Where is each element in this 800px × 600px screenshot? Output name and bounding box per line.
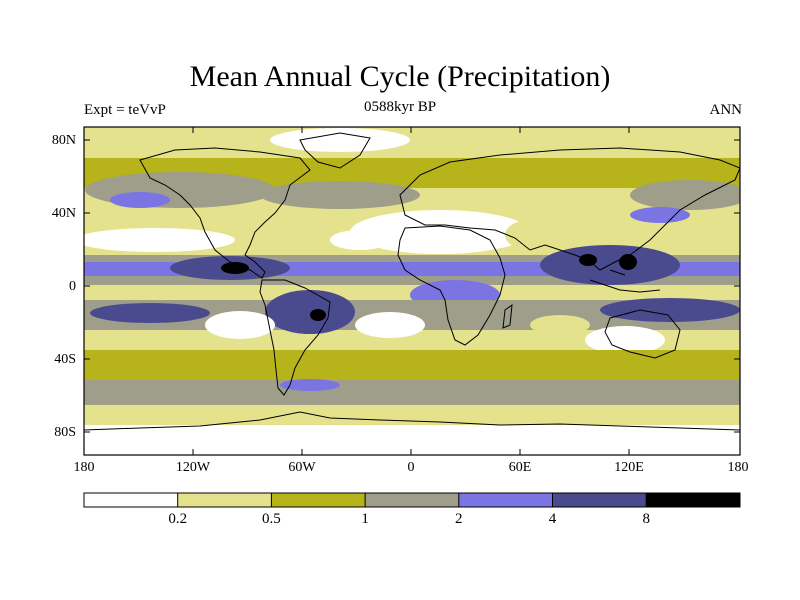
colorbar-label-1: 0.2 — [168, 511, 188, 527]
coast-eurasia — [399, 147, 740, 271]
page-title: Mean Annual Cycle (Precipitation) — [189, 60, 611, 93]
experiment-label: Expt = teVvP — [84, 102, 166, 118]
map-frame — [83, 126, 741, 456]
colorbar-swatch-3 — [271, 493, 366, 507]
field-se-pacific-dry — [205, 311, 275, 339]
field-amazon-wet — [265, 290, 355, 334]
coast-madagascar — [502, 303, 513, 329]
colorbar-swatch-2 — [177, 493, 272, 507]
lon-label-60e: 60E — [508, 460, 532, 475]
field-greenland-dry — [270, 128, 410, 152]
field-amazon-max — [310, 309, 326, 321]
colorbar-swatch-4 — [365, 493, 459, 507]
colorbar-label-3: 1 — [361, 511, 369, 527]
field-southern-ocean — [84, 380, 740, 405]
coast-indonesia — [589, 269, 661, 293]
season-label: ANN — [709, 102, 743, 118]
lat-label-80s: 80S — [54, 425, 76, 440]
lon-label-120e: 120E — [614, 460, 644, 475]
colorbar-swatch-7 — [646, 493, 740, 507]
field-sh-midlat — [84, 350, 740, 380]
lon-label-180e: 180 — [727, 460, 749, 475]
precipitation-field — [84, 127, 740, 455]
field-pacific-wet — [110, 192, 170, 208]
colorbar — [83, 492, 741, 508]
colorbar-label-5: 4 — [548, 511, 557, 527]
colorbar-frame — [83, 492, 741, 508]
field-sahara-dry — [350, 210, 530, 254]
lon-label-60w: 60W — [288, 460, 316, 475]
coast-antarctica — [84, 411, 740, 431]
colorbar-label-6: 8 — [642, 511, 650, 527]
colorbar-swatch-6 — [552, 493, 647, 507]
axis-ticks — [84, 127, 740, 455]
field-arctic — [84, 127, 740, 149]
map-subtitle: 0588kyr BP — [363, 99, 437, 115]
field-arabia — [505, 220, 555, 250]
coast-africa — [397, 225, 506, 346]
lat-label-40n: 40N — [51, 206, 76, 221]
colorbar-swatch-5 — [458, 493, 553, 507]
lon-label-0: 0 — [407, 460, 415, 475]
field-s-pacific-band — [90, 303, 210, 323]
field-s-atlantic-dry — [355, 312, 425, 338]
field-w-pacific-track — [630, 180, 740, 210]
coast-australia — [604, 309, 681, 359]
colorbar-swatch-1 — [84, 493, 178, 507]
coast-south-america — [259, 279, 331, 396]
coast-north-america — [139, 147, 311, 279]
field-japan-wet — [630, 207, 690, 223]
field-spcz — [600, 298, 740, 322]
lat-label-0: 0 — [69, 279, 76, 294]
field-indian-dry — [530, 315, 590, 335]
field-e-pacific-max — [221, 262, 249, 274]
lon-label-180w: 180 — [73, 460, 95, 475]
coast-greenland — [299, 132, 371, 169]
lat-label-80n: 80N — [51, 133, 76, 148]
field-antarctica-dry — [84, 425, 740, 455]
field-atlantic-dry — [330, 230, 390, 250]
colorbar-label-2: 0.5 — [262, 511, 281, 527]
field-ne-pacific-dry — [84, 228, 235, 252]
colorbar-label-4: 2 — [455, 511, 463, 527]
field-antarctic-coast — [84, 405, 740, 425]
field-chile-wet — [280, 379, 340, 391]
lon-label-120w: 120W — [175, 460, 211, 475]
lat-label-40s: 40S — [54, 352, 76, 367]
coastlines — [84, 132, 740, 431]
field-n-atlantic-track — [260, 181, 420, 209]
